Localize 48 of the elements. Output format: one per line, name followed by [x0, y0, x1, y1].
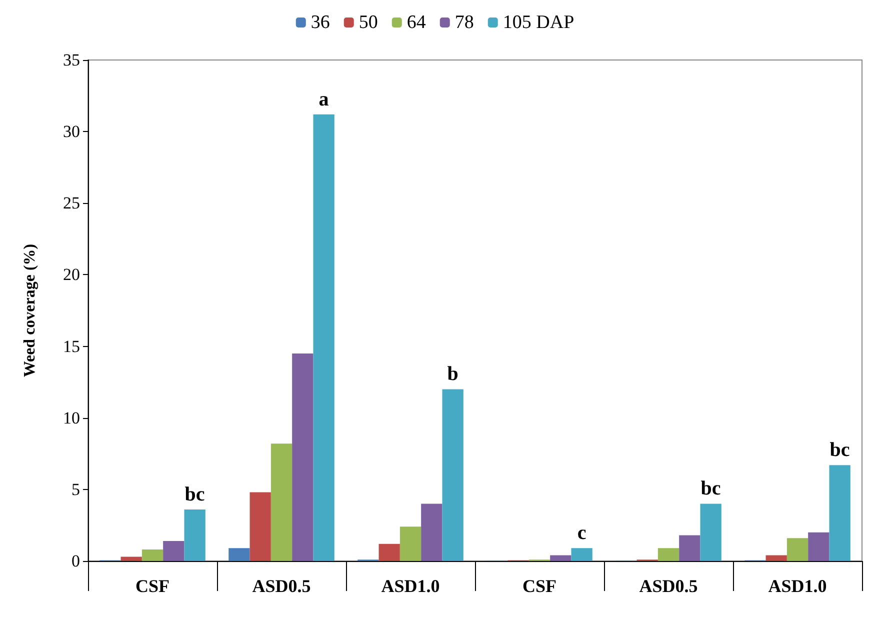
bar [571, 548, 592, 561]
x-tick-label: ASD0.5 [639, 576, 698, 596]
data-label: bc [700, 478, 721, 500]
data-label: bc [830, 439, 850, 462]
y-tick-label: 25 [63, 194, 80, 213]
x-tick-label: ASD0.5 [252, 576, 311, 596]
bar [700, 504, 722, 561]
bar [163, 540, 184, 561]
bar [184, 509, 206, 561]
x-tick-label: CSF [135, 576, 170, 596]
bar [550, 555, 572, 561]
bar [421, 504, 442, 561]
x-tick-label: ASD1.0 [381, 576, 440, 596]
bar [400, 526, 422, 561]
bar [442, 389, 464, 561]
data-label: a [318, 88, 329, 110]
data-label: c [577, 522, 586, 544]
bar [292, 353, 314, 561]
legend-label: 105 DAP [502, 12, 574, 33]
legend-label: 64 [406, 12, 426, 33]
bar [378, 544, 400, 561]
bar [228, 548, 250, 561]
data-label: b [447, 363, 458, 386]
bar [120, 556, 142, 561]
y-axis-title: Weed coverage (%) [22, 244, 38, 378]
bar [270, 444, 292, 561]
bar [658, 548, 680, 561]
y-tick-label: 0 [72, 552, 80, 570]
bar [679, 535, 700, 561]
y-tick-label: 15 [63, 336, 80, 356]
bar [142, 550, 164, 561]
data-label: bc [184, 483, 205, 506]
bar [250, 492, 271, 561]
bar [829, 465, 850, 561]
y-tick-label: 30 [63, 122, 80, 142]
y-tick-label: 20 [63, 265, 80, 284]
x-tick-label: ASD1.0 [768, 576, 827, 596]
bar [786, 538, 808, 561]
x-tick-label: CSF [522, 576, 557, 596]
y-tick-label: 5 [72, 480, 80, 499]
y-tick-label: 35 [63, 50, 80, 70]
bar [808, 532, 830, 561]
legend-label: 78 [454, 12, 474, 33]
bar [766, 555, 787, 561]
bar [313, 114, 334, 561]
legend-label: 36 [310, 12, 330, 33]
legend-label: 50 [358, 12, 378, 33]
y-tick-label: 10 [63, 408, 80, 428]
